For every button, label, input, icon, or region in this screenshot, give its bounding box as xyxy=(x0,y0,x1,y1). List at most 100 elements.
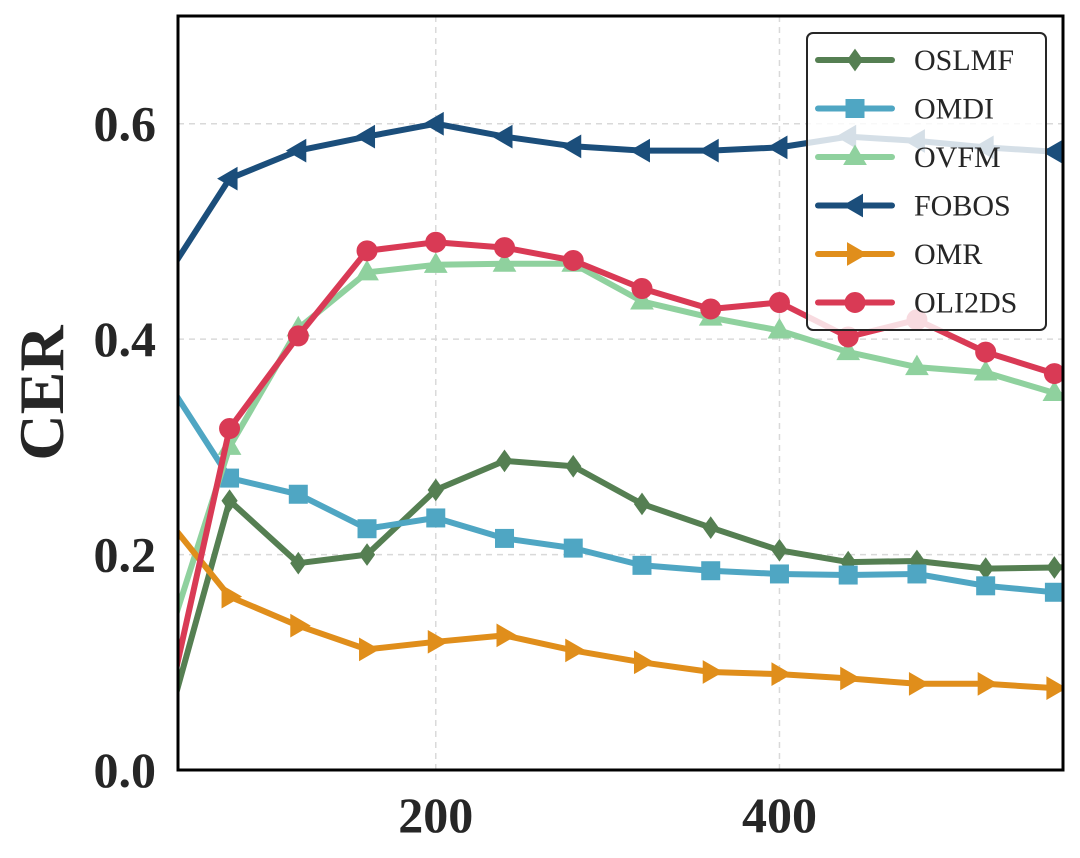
data-point-omdi xyxy=(357,519,377,539)
data-point-ovfm xyxy=(1042,380,1063,401)
data-point-omdi xyxy=(907,564,927,584)
data-point-omr xyxy=(1046,676,1063,701)
data-point-omdi xyxy=(288,484,308,504)
series-omr xyxy=(153,500,1063,701)
legend-label: OVFM xyxy=(914,141,1001,174)
legend-item-ovfm: OVFM xyxy=(815,141,1001,174)
data-point-omdi xyxy=(769,564,789,584)
data-point-fobos xyxy=(217,166,238,191)
data-point-fobos xyxy=(698,138,719,163)
data-point-oslmf xyxy=(221,489,238,513)
series-oslmf xyxy=(178,449,1063,698)
legend-item-oslmf: OSLMF xyxy=(815,44,1014,77)
legend-item-oli2ds: OLI2DS xyxy=(815,287,1017,320)
data-point-omr xyxy=(290,613,311,638)
legend-marker-omdi xyxy=(845,99,865,118)
data-point-omdi xyxy=(976,576,996,596)
data-point-ovfm xyxy=(630,288,654,310)
x-tick-label: 200 xyxy=(398,787,473,843)
legend-marker-oslmf xyxy=(846,48,864,72)
legend-label: OLI2DS xyxy=(914,287,1017,320)
data-point-fobos xyxy=(629,138,650,163)
data-point-omr xyxy=(359,637,380,662)
data-point-omr xyxy=(427,629,449,654)
y-axis-title: CER xyxy=(6,325,77,461)
data-point-oslmf xyxy=(771,538,788,562)
series-group xyxy=(149,111,1063,701)
data-point-oli2ds xyxy=(562,250,584,272)
data-point-omdi xyxy=(632,555,652,575)
data-point-ovfm xyxy=(150,651,172,670)
axis-ticks: 0.0 0.2 0.4 0.6 200 400 xyxy=(94,96,817,843)
data-point-oslmf xyxy=(358,543,376,566)
data-point-omdi xyxy=(701,561,721,581)
data-point-fobos xyxy=(149,274,168,296)
legend-marker-oli2ds xyxy=(844,292,866,313)
x-tick-label: 400 xyxy=(742,787,817,843)
data-point-omr xyxy=(153,500,172,522)
data-point-oslmf xyxy=(496,449,513,473)
data-point-omdi xyxy=(426,508,446,528)
data-point-ovfm xyxy=(355,259,379,281)
data-point-omr xyxy=(771,662,792,687)
data-point-fobos xyxy=(285,138,307,163)
data-point-omr xyxy=(496,623,518,648)
legend-box xyxy=(806,32,1047,331)
legend-marker-ovfm xyxy=(843,144,867,165)
legend: OSLMF OMDI OVFM FOBOS OMR OLI2DS xyxy=(806,32,1047,331)
data-point-oli2ds xyxy=(768,292,790,314)
data-point-ovfm xyxy=(836,339,861,361)
data-point-oli2ds xyxy=(1043,363,1063,385)
data-point-omr xyxy=(633,650,655,675)
data-point-fobos xyxy=(766,135,788,160)
data-point-oli2ds xyxy=(219,418,241,440)
data-point-oslmf xyxy=(290,551,307,575)
data-point-ovfm xyxy=(767,318,792,339)
legend-marker-fobos xyxy=(842,193,863,218)
legend-item-omr: OMR xyxy=(815,238,982,271)
legend-item-fobos: FOBOS xyxy=(815,190,1011,223)
data-point-oli2ds xyxy=(425,231,447,253)
data-point-omdi xyxy=(495,528,515,548)
data-point-oslmf xyxy=(565,454,582,478)
y-tick-label: 0.6 xyxy=(94,96,157,152)
y-tick-label: 0.0 xyxy=(94,742,157,798)
data-point-omdi xyxy=(838,565,858,585)
data-point-oslmf xyxy=(633,492,651,516)
data-point-oli2ds xyxy=(631,278,653,300)
data-point-oli2ds xyxy=(975,341,997,363)
data-point-omr xyxy=(702,660,724,684)
data-point-oli2ds xyxy=(494,237,516,259)
legend-label: OMDI xyxy=(914,93,994,126)
data-point-omr xyxy=(221,584,243,609)
data-point-oli2ds xyxy=(287,325,309,347)
plot-frame xyxy=(176,14,1065,772)
data-point-omdi xyxy=(563,538,583,558)
legend-item-omdi: OMDI xyxy=(815,93,994,126)
legend-marker-omr xyxy=(847,242,868,266)
data-point-ovfm xyxy=(492,251,517,272)
y-tick-label: 0.2 xyxy=(94,527,157,583)
data-point-ovfm xyxy=(423,252,448,273)
data-point-oslmf xyxy=(1046,556,1063,579)
data-point-fobos xyxy=(560,134,582,159)
data-point-fobos xyxy=(492,124,513,149)
legend-label: OSLMF xyxy=(914,44,1014,77)
data-point-omr xyxy=(840,666,861,691)
data-point-oslmf xyxy=(427,478,444,502)
data-point-omdi xyxy=(1044,582,1063,602)
data-point-fobos xyxy=(423,111,444,136)
data-point-oslmf xyxy=(702,516,719,540)
data-point-ovfm xyxy=(973,360,998,381)
y-tick-label: 0.4 xyxy=(94,311,157,367)
legend-label: FOBOS xyxy=(914,190,1011,223)
data-point-oli2ds xyxy=(700,298,722,320)
legend-label: OMR xyxy=(914,238,982,271)
data-point-omr xyxy=(565,638,586,663)
data-point-oli2ds xyxy=(356,240,378,262)
series-omdi xyxy=(178,392,1063,602)
data-point-ovfm xyxy=(905,354,929,376)
data-point-omr xyxy=(977,671,999,696)
data-point-omr xyxy=(908,671,930,696)
